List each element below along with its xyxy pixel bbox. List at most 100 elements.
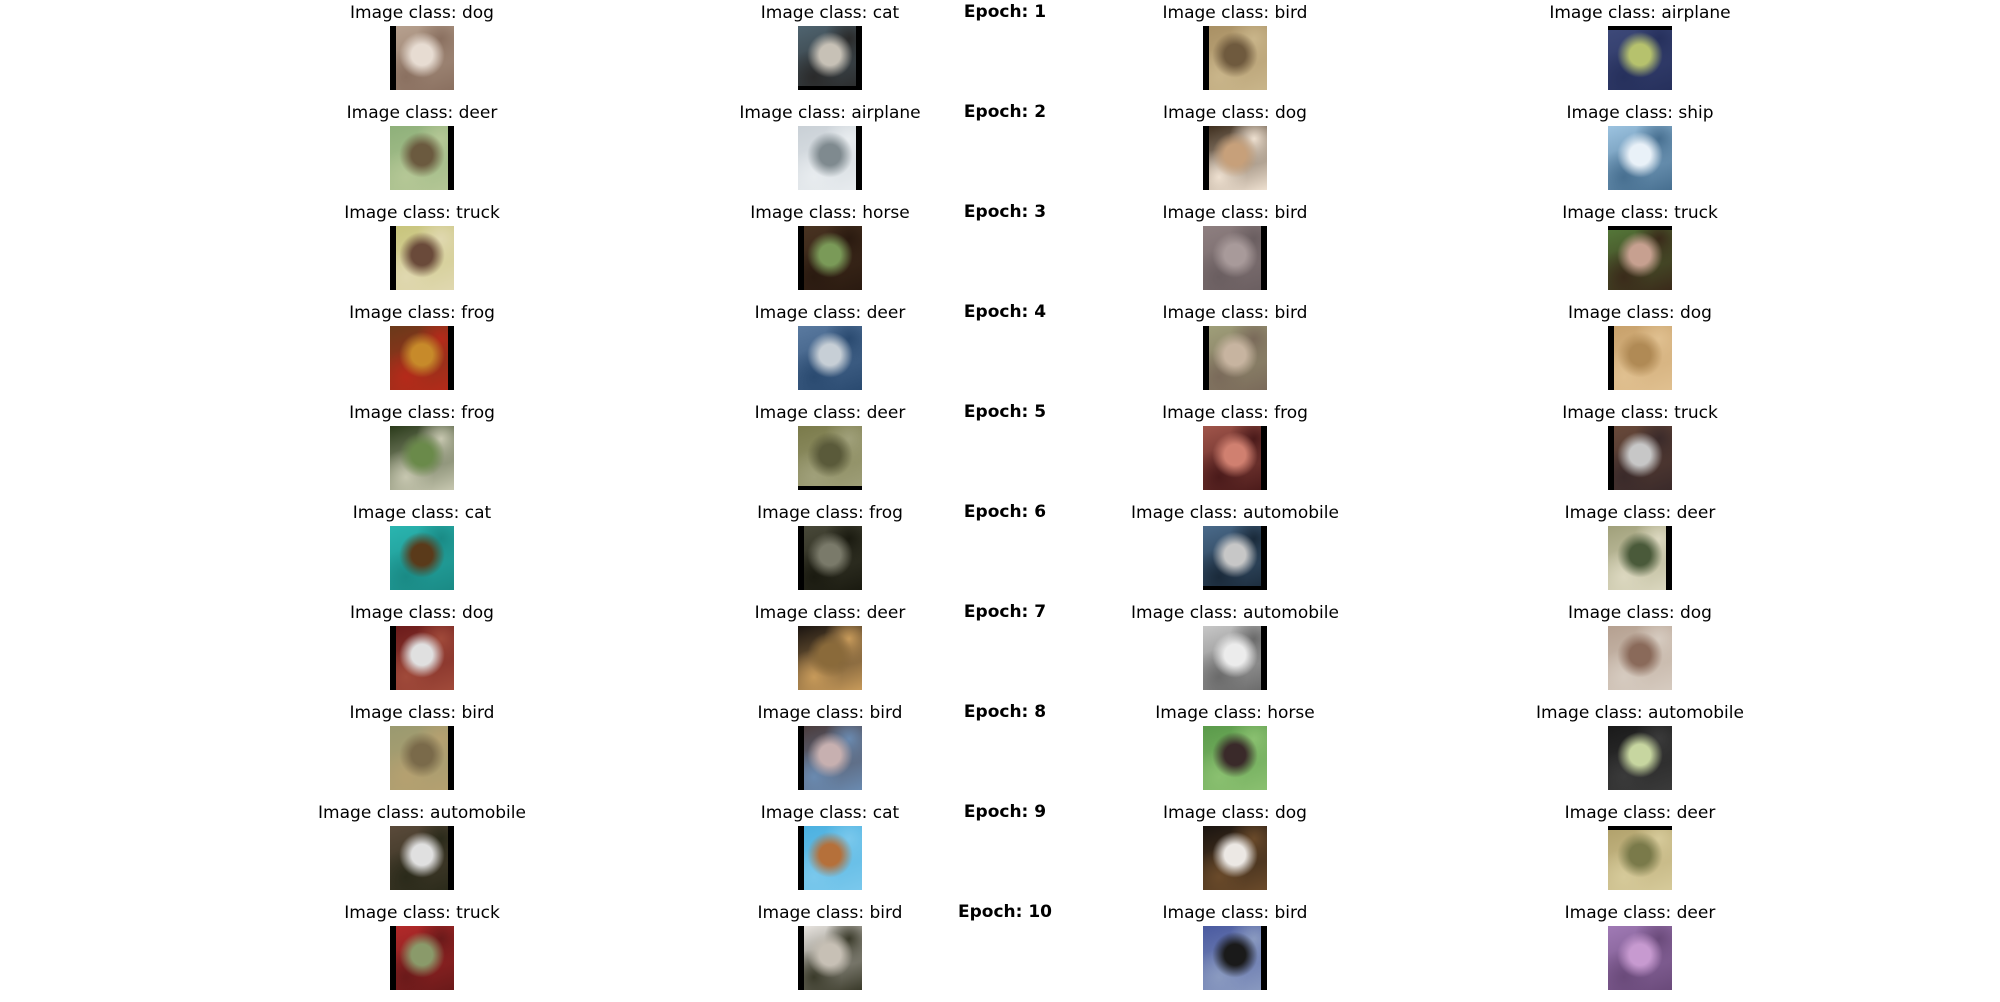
bird-photo: [798, 726, 862, 790]
image-class-caption: Image class: dog: [1163, 103, 1307, 123]
image-border-bar: [1203, 326, 1209, 390]
photo-texture: [798, 426, 862, 490]
deer-photo: [1608, 826, 1672, 890]
image-border-bar: [1608, 826, 1672, 830]
photo-texture: [798, 826, 862, 890]
image-class-caption: Image class: truck: [344, 203, 500, 223]
image-class-caption: Image class: automobile: [318, 803, 526, 823]
epoch-label: Epoch: 8: [963, 702, 1047, 722]
image-border-bar: [1608, 326, 1614, 390]
image-border-bar: [1261, 426, 1267, 490]
photo-texture: [1203, 426, 1267, 490]
photo-texture: [798, 26, 862, 90]
automobile-photo: [1608, 726, 1672, 790]
image-class-caption: Image class: bird: [757, 903, 903, 923]
deer-photo: [390, 126, 454, 190]
image-cell: Image class: horse: [630, 202, 1030, 302]
image-cell: Image class: frog: [222, 402, 622, 502]
image-cell: Image class: airplane: [1440, 2, 1840, 102]
epoch-label: Epoch: 9: [963, 802, 1047, 822]
deer-photo: [1608, 526, 1672, 590]
photo-texture: [390, 126, 454, 190]
image-cell: Image class: bird: [630, 702, 1030, 802]
image-cell: Image class: cat: [630, 2, 1030, 102]
image-cell: Image class: horse: [1035, 702, 1435, 802]
image-class-caption: Image class: automobile: [1536, 703, 1744, 723]
automobile-photo: [390, 826, 454, 890]
bird-photo: [1203, 326, 1267, 390]
photo-texture: [390, 526, 454, 590]
photo-texture: [1608, 226, 1672, 290]
image-class-caption: Image class: cat: [760, 3, 900, 23]
deer-photo: [798, 626, 862, 690]
image-border-bar: [856, 126, 862, 190]
image-border-bar: [1261, 526, 1267, 590]
bird-photo: [1203, 226, 1267, 290]
photo-texture: [1608, 126, 1672, 190]
image-cell: Image class: deer: [1440, 902, 1840, 1002]
epoch-row: Epoch: 8 Image class: bird Image class: bi…: [0, 702, 2000, 802]
dog-photo: [1608, 326, 1672, 390]
image-border-bar: [798, 826, 804, 890]
photo-texture: [390, 926, 454, 990]
image-border-bar: [856, 26, 862, 90]
image-class-caption: Image class: deer: [754, 303, 906, 323]
epoch-label: Epoch: 1: [963, 2, 1047, 22]
image-cell: Image class: bird: [1035, 902, 1435, 1002]
epoch-row: Epoch: 6 Image class: cat Image class: fro…: [0, 502, 2000, 602]
image-class-caption: Image class: bird: [1162, 3, 1308, 23]
epoch-label: Epoch: 10: [957, 902, 1052, 922]
image-border-bar: [1666, 526, 1672, 590]
image-class-caption: Image class: bird: [1162, 203, 1308, 223]
image-border-bar: [448, 326, 454, 390]
epoch-label: Epoch: 6: [963, 502, 1047, 522]
image-class-caption: Image class: airplane: [1549, 3, 1731, 23]
image-cell: Image class: truck: [1440, 202, 1840, 302]
photo-texture: [1203, 926, 1267, 990]
deer-photo: [798, 426, 862, 490]
image-cell: Image class: frog: [222, 302, 622, 402]
deer-photo: [798, 326, 862, 390]
frog-photo: [798, 526, 862, 590]
dog-photo: [390, 26, 454, 90]
epoch-label: Epoch: 7: [963, 602, 1047, 622]
image-class-caption: Image class: dog: [1163, 803, 1307, 823]
photo-texture: [390, 26, 454, 90]
image-class-caption: Image class: bird: [1162, 303, 1308, 323]
horse-photo: [798, 226, 862, 290]
image-border-bar: [798, 726, 804, 790]
image-cell: Image class: frog: [1035, 402, 1435, 502]
image-cell: Image class: truck: [1440, 402, 1840, 502]
image-class-caption: Image class: deer: [754, 403, 906, 423]
image-class-caption: Image class: frog: [757, 503, 903, 523]
frog-photo: [390, 426, 454, 490]
epoch-row: Epoch: 4 Image class: frog Image class: de…: [0, 302, 2000, 402]
image-cell: Image class: deer: [1440, 502, 1840, 602]
image-class-caption: Image class: automobile: [1131, 503, 1339, 523]
photo-texture: [1608, 26, 1672, 90]
image-class-caption: Image class: truck: [1562, 203, 1718, 223]
photo-texture: [798, 326, 862, 390]
photo-texture: [390, 726, 454, 790]
image-border-bar: [390, 926, 396, 990]
deer-photo: [1608, 926, 1672, 990]
airplane-photo: [1608, 26, 1672, 90]
image-class-caption: Image class: deer: [1564, 803, 1716, 823]
frog-photo: [1203, 426, 1267, 490]
image-border-bar: [798, 526, 804, 590]
image-cell: Image class: deer: [1440, 802, 1840, 902]
image-class-caption: Image class: frog: [1162, 403, 1308, 423]
photo-texture: [798, 726, 862, 790]
image-cell: Image class: dog: [222, 2, 622, 102]
image-class-caption: Image class: airplane: [739, 103, 921, 123]
horse-photo: [1203, 726, 1267, 790]
image-cell: Image class: cat: [222, 502, 622, 602]
image-cell: Image class: bird: [1035, 302, 1435, 402]
photo-texture: [390, 326, 454, 390]
truck-photo: [390, 926, 454, 990]
photo-texture: [1203, 326, 1267, 390]
image-border-bar: [798, 926, 804, 990]
photo-texture: [1608, 326, 1672, 390]
epoch-row: Epoch: 9 Image class: automobile Image cla…: [0, 802, 2000, 902]
image-border-bar: [1261, 926, 1267, 990]
